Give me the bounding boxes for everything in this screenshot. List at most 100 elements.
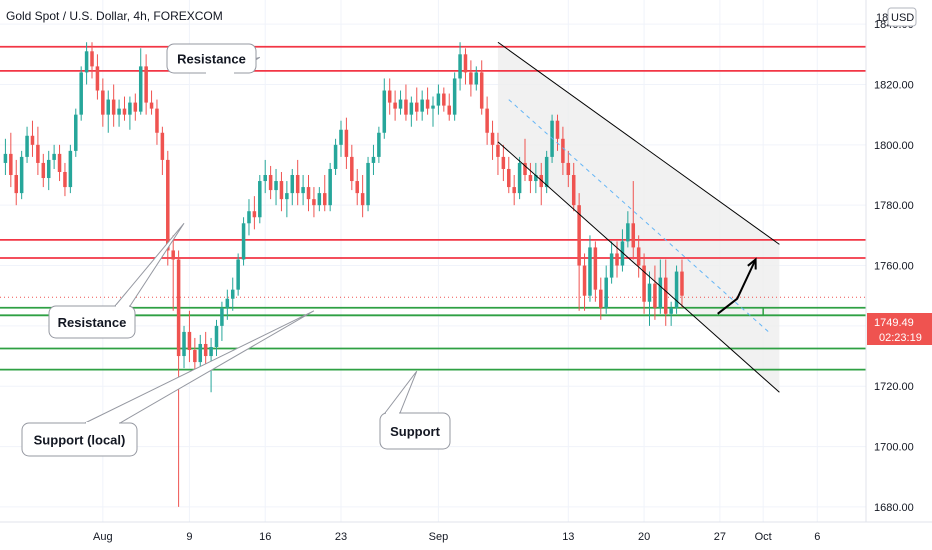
candle-body (360, 193, 365, 206)
candle-body (512, 187, 516, 194)
candle-body (447, 105, 451, 115)
candle-body (57, 153, 62, 172)
candle-body (674, 271, 679, 308)
candle-body (420, 99, 424, 112)
candle-body (474, 72, 479, 85)
candle-body (425, 99, 430, 109)
candle-body (328, 168, 332, 206)
candle-body (577, 205, 581, 266)
candle-body (452, 78, 457, 115)
candle-body (371, 156, 376, 163)
candle-body (415, 102, 419, 112)
time-tick-label: 13 (562, 531, 574, 543)
candle-body (517, 162, 522, 194)
candle-body (382, 90, 387, 133)
time-tick-label: Aug (93, 531, 113, 543)
callout-box (48, 305, 136, 339)
candle-body (431, 105, 435, 109)
candle-body (626, 223, 630, 242)
currency-badge-prefix: 18 (876, 12, 888, 24)
candle-body (663, 277, 668, 314)
candle-body (653, 283, 657, 308)
candle-body (409, 102, 414, 115)
candle-body (593, 247, 598, 290)
candle-body (355, 181, 359, 194)
time-tick-label: Sep (429, 531, 449, 543)
candle-body (479, 72, 484, 109)
candle-body (209, 346, 213, 357)
candle-body (106, 99, 111, 115)
candle-body (501, 156, 506, 169)
candle-body (588, 247, 592, 296)
last-price-value: 1749.49 (874, 317, 914, 329)
candle-body (258, 181, 262, 218)
candle-body (279, 181, 284, 200)
candle-body (561, 138, 565, 163)
candle-body (496, 144, 500, 157)
time-tick-label: 20 (638, 531, 650, 543)
drawing-overlays (497, 41, 780, 393)
price-tick-label: 1820.00 (874, 79, 914, 91)
candle-body (79, 72, 83, 115)
candle-body (333, 144, 338, 169)
candle-body (252, 211, 257, 218)
candle-body (149, 102, 154, 109)
callout-label: Support (390, 424, 440, 439)
candle-body (322, 193, 327, 206)
price-tick-label: 1780.00 (874, 200, 914, 212)
candle-body (636, 247, 641, 266)
candle-body (604, 277, 608, 308)
candle-body (19, 156, 24, 194)
candle-body (133, 102, 138, 112)
candle-body (3, 153, 8, 163)
candle-body (68, 150, 73, 188)
candle-body (247, 211, 251, 224)
candle-body (111, 99, 116, 115)
candle-body (138, 66, 143, 112)
callout-box (21, 422, 138, 457)
candle-body (642, 265, 646, 302)
candle-body (485, 108, 489, 133)
price-tick-label: 1760.00 (874, 261, 914, 273)
candle-body (680, 271, 684, 296)
candle-body (339, 129, 343, 145)
candle-body (398, 99, 403, 109)
candle-body (30, 135, 35, 145)
candle-body (122, 108, 127, 115)
candle-body (599, 289, 603, 308)
price-tick-label: 1700.00 (874, 442, 914, 454)
time-tick-label: Oct (755, 531, 772, 543)
chart-grid (0, 0, 866, 522)
time-tick-label: 23 (335, 531, 347, 543)
last-price-tag-bg (867, 313, 932, 345)
candle-body (90, 51, 94, 67)
candle-body (631, 223, 636, 248)
candle-body (214, 325, 219, 347)
candle-body (344, 129, 349, 157)
candle-body (350, 156, 354, 182)
channel-midline (508, 99, 769, 333)
candle-body (9, 153, 13, 176)
candle-body (225, 298, 230, 308)
candle-body (95, 66, 100, 91)
projection-arrow (717, 259, 757, 315)
candle-body (436, 93, 441, 106)
callout-label: Resistance (58, 315, 127, 330)
candle-body (582, 265, 587, 296)
price-tick-label: 1800.00 (874, 140, 914, 152)
time-axis[interactable]: Aug 9 16 23 Sep 13 20 27 Oct 6 (93, 531, 820, 543)
candle-body (101, 90, 105, 115)
candle-body (566, 162, 571, 176)
candle-body (236, 259, 240, 290)
currency-badge[interactable] (887, 7, 917, 27)
candle-body (63, 171, 67, 188)
channel-shaded-area (497, 42, 780, 393)
chart-title: Gold Spot / U.S. Dollar, 4h, FOREXCOM (6, 9, 223, 23)
candle-body (442, 93, 446, 106)
candle-body (404, 99, 408, 115)
candle-body (203, 343, 208, 357)
candle-body (523, 162, 527, 176)
candle-body (458, 54, 462, 79)
candle-body (571, 175, 576, 206)
